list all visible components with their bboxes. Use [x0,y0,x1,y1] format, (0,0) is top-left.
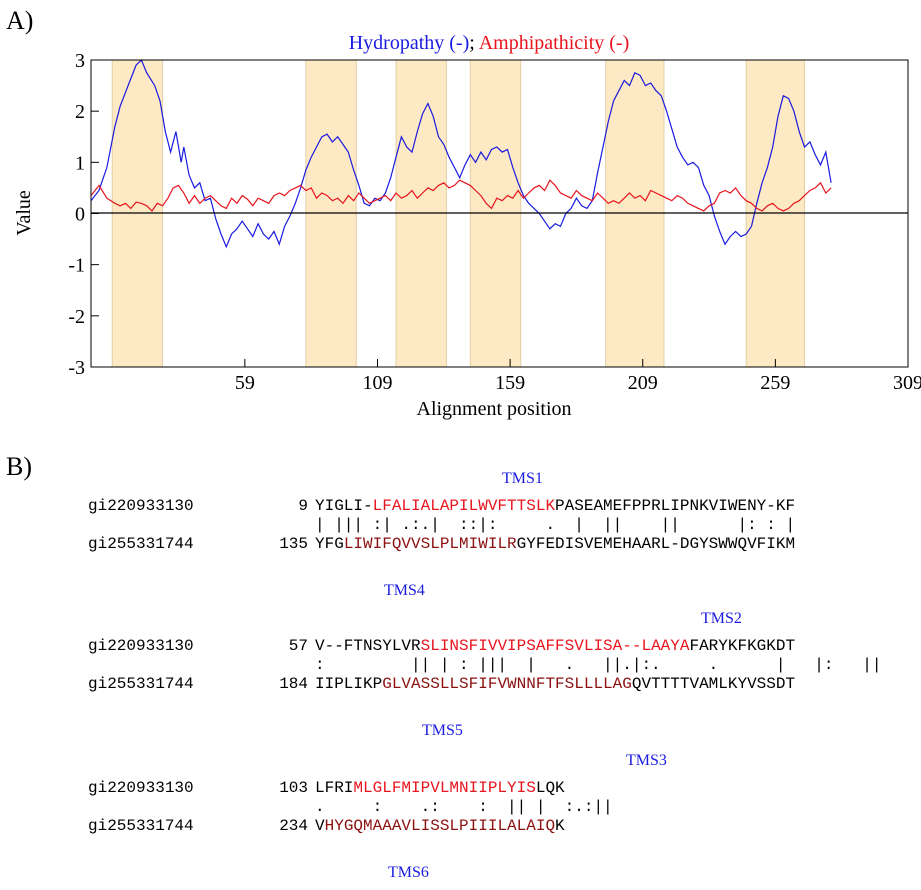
hydropathy-line [90,58,832,249]
sequence-name: gi220933130 [88,637,194,655]
x-tick-label: 59 [235,372,255,394]
sequence-pre: IIPLIKP [315,675,383,693]
tms-label-top: TMS1 [502,470,543,487]
tms-label-bottom: TMS6 [388,864,429,881]
y-tick-label: -2 [68,306,85,328]
tms-highlight: LFALIALAPILWVFTTSLK [372,497,556,515]
sequence-start: 135 [279,535,308,553]
amphipathicity-line [90,179,832,212]
chart-title-part: Amphipathicity (-) [479,32,630,54]
chart-title-part: Hydropathy (-) [349,32,470,54]
y-tick-label: 3 [75,50,85,72]
tms-label-bottom: TMS5 [422,722,463,739]
y-tick-label: 0 [75,204,85,226]
sequence-start: 9 [298,497,308,515]
sequence-start: 184 [279,675,308,693]
sequence-post: GYFEDISVEMEHAARL-DGYSWWQVFIKM [516,535,796,553]
sequence-text: YFGLIWIFQVVSLPLMIWILRGYFEDISVEMEHAARL-DG… [315,534,795,554]
sequence-name: gi220933130 [88,497,194,515]
tms-highlight: LIWIFQVVSLPLMIWILR [343,535,517,553]
hydropathy-chart: 59 109 159 209 259 309 3 2 1 0 -1 -2 -3 Hydropathy … [13,32,921,420]
y-tick-label: 2 [75,101,85,123]
sequence-name: gi255331744 [88,675,194,693]
sequence-name: gi255331744 [88,817,194,835]
sequence-pre: YFG [315,535,344,553]
sequence-text: LFRIMLGLFMIPVLMNIIPLYISLQK [315,778,565,798]
tms-label-bottom: TMS4 [384,582,425,599]
sequence-post: K [555,817,565,835]
match-symbols: . : .: : || | :.:|| [315,798,613,816]
sequence-start: 234 [279,817,308,835]
y-tick-label: -3 [68,357,85,379]
tms-highlight: HYGQMAAAVLISSLPIIILALAIQ [324,817,556,835]
sequence-post: QVTTTTVAMLKYVSSDT [631,675,796,693]
y-axis-label: Value [13,190,35,236]
chart-title-part: ; [469,32,478,54]
tms-highlight: SLINSFIVVIPSAFFSVLISA--LAAYA [420,637,690,655]
sequence-start: 57 [288,637,308,655]
chart-title: Hydropathy (-); Amphipathicity (-) [349,32,630,54]
sequence-pre: YIGLI- [315,497,373,515]
sequence-text: VHYGQMAAAVLISSLPIIILALAIQK [315,816,565,836]
panel-label-a: A) [6,6,34,35]
x-tick-label: 309 [893,372,921,394]
sequence-pre: LFRI [315,779,354,797]
sequence-text: IIPLIKPGLVASSLLSFIFVWNNFTFSLLLLAGQVTTTTV… [315,674,795,694]
x-tick-label: 159 [495,372,525,394]
sequence-post: PASEAMEFPPRLIPNKVIWENY-KF [555,497,796,515]
sequence-name: gi255331744 [88,535,194,553]
y-tick-label: -1 [68,255,85,277]
tms-highlight: MLGLFMIPVLMNIIPLYIS [353,779,536,797]
match-symbols: : || | : ||| | . ||.|:. . | |: || [315,656,882,674]
sequence-start: 103 [279,779,308,797]
sequence-pre: V [315,817,325,835]
tms-highlight: GLVASSLLSFIFVWNNFTFSLLLLAG [382,675,632,693]
sequence-text: V--FTNSYLVRSLINSFIVVIPSAFFSVLISA--LAAYAF… [315,636,795,656]
sequence-post: FARYKFKGKDT [689,637,796,655]
sequence-post: LQK [535,779,565,797]
x-axis-label: Alignment position [417,398,572,420]
tms-label-top: TMS2 [701,610,742,627]
sequence-name: gi220933130 [88,779,194,797]
sequence-pre: V--FTNSYLVR [315,637,421,655]
y-tick-label: 1 [75,152,85,174]
x-tick-label: 109 [362,372,392,394]
tms-label-top: TMS3 [626,752,667,769]
x-tick-label: 209 [628,372,658,394]
sequence-text: YIGLI-LFALIALAPILWVFTTSLKPASEAMEFPPRLIPN… [315,496,795,516]
match-symbols: | ||| :| .:.| ::|: . | || || |: : | [315,516,796,534]
panel-label-b: B) [6,452,32,481]
x-tick-label: 259 [760,372,790,394]
